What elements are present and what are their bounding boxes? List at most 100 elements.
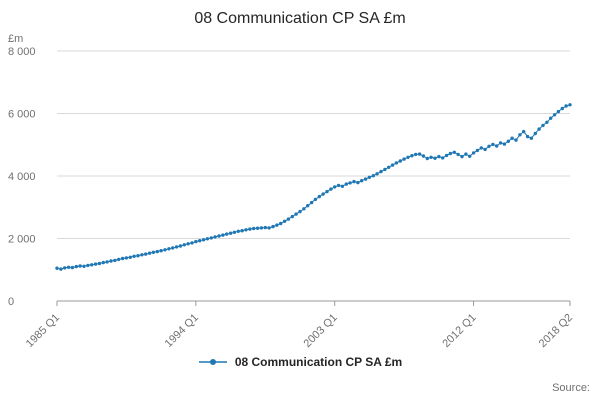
data-point [74, 264, 79, 269]
data-point [348, 181, 352, 185]
data-point [282, 219, 287, 223]
x-tick-label: 2012 Q1 [440, 312, 478, 350]
data-point [502, 142, 507, 146]
data-point [379, 169, 383, 174]
data-point [105, 260, 109, 264]
data-point [313, 197, 318, 202]
data-point [244, 228, 248, 232]
data-point [70, 265, 75, 270]
data-point [167, 247, 171, 251]
data-point [93, 262, 98, 266]
data-point [55, 266, 59, 270]
data-point [498, 141, 503, 145]
data-point [317, 194, 321, 199]
data-point [228, 231, 233, 235]
x-tick-label: 1985 Q1 [24, 312, 62, 350]
data-point [171, 246, 175, 250]
data-point [267, 226, 271, 230]
data-point [290, 214, 294, 219]
y-tick-label: 4 000 [8, 171, 36, 183]
data-point [410, 154, 414, 158]
data-point [113, 258, 117, 263]
data-point [549, 116, 553, 120]
data-point [356, 180, 360, 185]
data-point [398, 159, 402, 163]
data-point [525, 134, 530, 139]
data-point [190, 241, 194, 245]
data-point [375, 172, 379, 176]
data-point [452, 150, 456, 154]
data-point [417, 152, 422, 156]
data-point [425, 156, 429, 161]
data-point [529, 136, 534, 140]
data-point [394, 161, 399, 165]
data-point [387, 165, 391, 169]
data-point [232, 230, 237, 234]
data-point [336, 183, 341, 188]
data-point [406, 155, 410, 159]
data-point [120, 256, 125, 261]
data-point [460, 154, 464, 159]
data-point [541, 123, 545, 128]
chart-title: 08 Communication CP SA £m [194, 10, 406, 27]
data-point [483, 147, 487, 152]
data-point [240, 229, 244, 233]
data-point [286, 217, 291, 221]
data-point [263, 225, 267, 230]
data-point [178, 244, 183, 248]
data-point [97, 261, 102, 266]
data-point [479, 146, 483, 150]
data-point [298, 209, 302, 214]
data-point [444, 153, 449, 158]
x-tick-label: 1994 Q1 [163, 312, 201, 350]
series-line [56, 104, 571, 270]
data-point [333, 185, 337, 189]
data-point [128, 255, 132, 259]
data-point [468, 154, 472, 158]
data-point [306, 204, 310, 208]
data-point [514, 138, 518, 142]
data-point [560, 106, 564, 111]
data-point [62, 266, 67, 270]
data-point [367, 175, 372, 179]
data-point [174, 245, 179, 249]
data-point [437, 154, 441, 159]
data-point [221, 233, 225, 237]
data-point [510, 136, 514, 140]
data-point [252, 226, 256, 231]
legend-label: 08 Communication CP SA £m [234, 355, 403, 369]
data-point [159, 249, 163, 253]
legend: 08 Communication CP SA £m [0, 352, 600, 372]
data-point [533, 131, 537, 136]
data-point [259, 226, 264, 230]
data-point [522, 129, 526, 134]
data-point [433, 156, 437, 160]
data-point [248, 227, 252, 231]
line-chart: 0 2 000 4 000 6 000 8 000£m 1985 Q1 1994 Q1 200… [8, 33, 575, 350]
data-point [209, 236, 213, 240]
data-point [568, 103, 572, 107]
data-point [495, 144, 499, 148]
data-point [151, 250, 156, 254]
x-tick-label: 2018 Q2 [537, 312, 575, 350]
data-point [506, 139, 510, 143]
data-point [78, 264, 82, 268]
data-point [59, 267, 63, 271]
data-point [552, 113, 557, 117]
data-point [352, 179, 356, 184]
data-point [321, 192, 325, 196]
data-point [198, 239, 202, 243]
data-point [213, 235, 217, 239]
data-point [518, 133, 522, 137]
data-point [217, 234, 221, 238]
data-point [329, 187, 333, 191]
data-point [275, 223, 279, 227]
data-point [464, 152, 468, 156]
data-point [564, 104, 568, 108]
data-point [294, 212, 298, 216]
data-point [155, 249, 159, 254]
legend-line-marker-icon [198, 357, 228, 367]
data-point [144, 252, 148, 256]
data-point [402, 157, 406, 161]
